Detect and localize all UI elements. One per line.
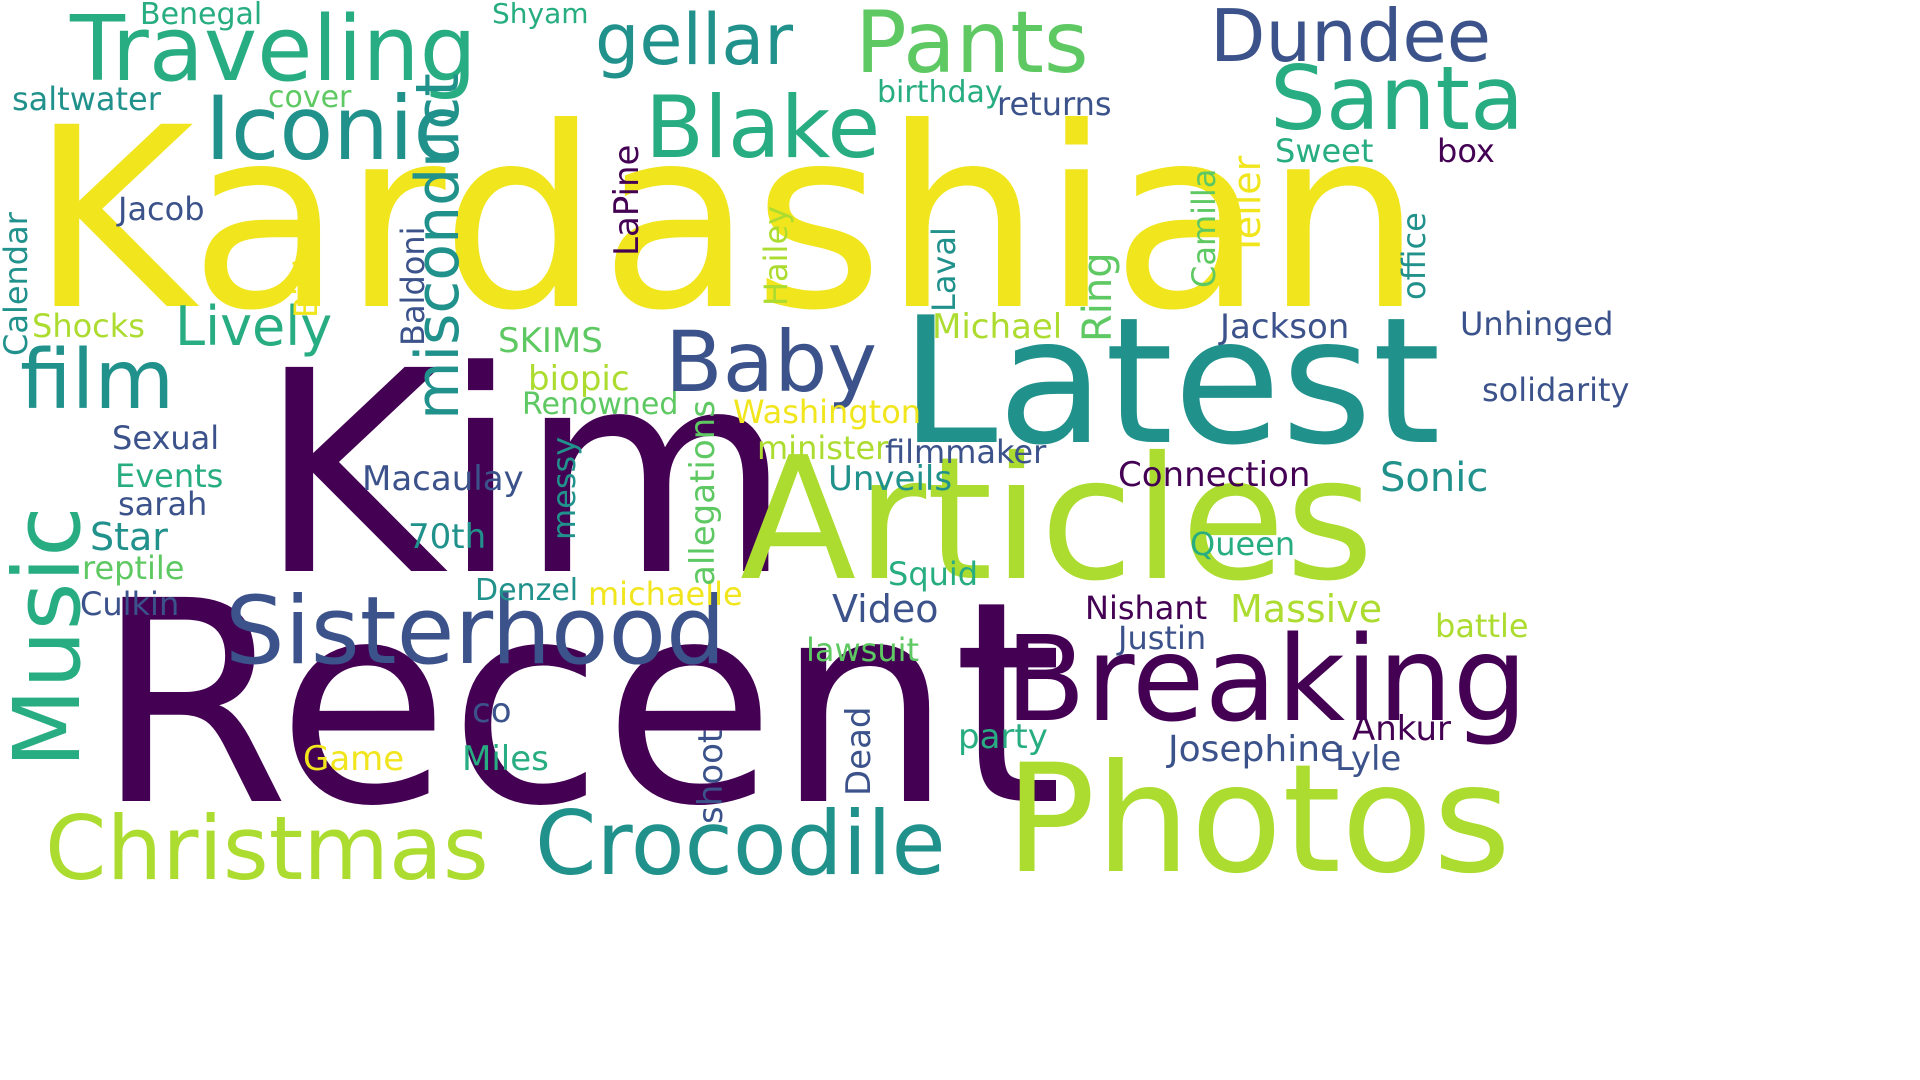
word-josephine: reptile bbox=[82, 549, 185, 587]
word-party: Queen bbox=[1190, 525, 1296, 563]
word-miles: michaelle bbox=[588, 575, 743, 613]
word-filmmaker: Calendar bbox=[0, 212, 35, 356]
word-sonic: Unhinged bbox=[1460, 305, 1614, 343]
word-birthday: saltwater bbox=[12, 80, 161, 118]
word-ring: co bbox=[472, 691, 512, 731]
word-lively: Music bbox=[0, 506, 101, 768]
word-allegations: Lyle bbox=[1335, 739, 1402, 779]
word-iconic: Iconic bbox=[205, 77, 462, 180]
word-culkin: Events bbox=[115, 457, 224, 495]
word-reptile: Sexual bbox=[112, 419, 220, 457]
word-recent: Recent bbox=[95, 542, 1063, 868]
word-benegal: Lively bbox=[175, 295, 333, 358]
word-battle: sarah bbox=[118, 485, 208, 523]
word-returns: cover bbox=[268, 80, 352, 115]
word-sexual: Teller bbox=[1225, 155, 1269, 256]
word-cover: Shyam bbox=[492, 0, 589, 30]
word-skims: Jacob bbox=[118, 190, 205, 228]
word-ankur: allegations bbox=[683, 400, 723, 586]
word-traveling: Traveling bbox=[70, 0, 477, 102]
word-gellar: gellar bbox=[595, 0, 794, 81]
word-jackson: Baldoni bbox=[394, 226, 432, 346]
word-lyle: Squid bbox=[888, 555, 979, 593]
word-macaulay: SKIMS bbox=[498, 321, 603, 361]
word-co: 70th bbox=[408, 517, 487, 557]
word-messy: Josephine bbox=[1168, 729, 1343, 770]
word-christmas: Christmas bbox=[45, 797, 489, 900]
word-music: Culkin bbox=[80, 585, 180, 623]
word-sarah: biopic bbox=[528, 359, 630, 399]
word-shoot: Game bbox=[303, 739, 405, 779]
word-santa: Santa bbox=[1270, 47, 1524, 150]
word-crocodile: Crocodile bbox=[535, 792, 946, 895]
word-kardashian: Kardashian bbox=[30, 74, 1423, 365]
word-office: Ankur bbox=[1352, 709, 1451, 749]
word-calendar: party bbox=[958, 717, 1048, 757]
word-baby: Baby bbox=[665, 313, 878, 411]
word-connection: Jackson bbox=[1220, 307, 1350, 347]
word-massive: Connection bbox=[1118, 455, 1311, 495]
word-bieber: Nishant bbox=[1085, 589, 1208, 627]
word-laval: lawsuit bbox=[806, 631, 920, 669]
word-breaking: Breaking bbox=[1005, 610, 1528, 748]
word-articles: Articles bbox=[740, 421, 1374, 619]
word-star: Renowned bbox=[522, 387, 679, 422]
word-sweet: birthday bbox=[877, 75, 1003, 110]
word-hailey: battle bbox=[1435, 607, 1529, 645]
word-minister: office bbox=[1395, 212, 1433, 300]
word-baldoni: Massive bbox=[1230, 587, 1383, 631]
word-washington: Camilla bbox=[1185, 168, 1223, 288]
word-jacob: Sweet bbox=[1275, 132, 1374, 170]
word-latest: Latest bbox=[900, 281, 1441, 484]
word-photos: Photos bbox=[1005, 733, 1512, 907]
word-lawsuit: Star bbox=[90, 515, 168, 559]
word-events: Shocks bbox=[32, 307, 145, 345]
word-misconduct: Video bbox=[832, 587, 939, 631]
word-video: Macaulay bbox=[362, 459, 524, 499]
word-teller: Dead bbox=[839, 706, 879, 796]
word-saltwater: Benegal bbox=[140, 0, 263, 32]
word-unhinged: LaPine bbox=[607, 144, 647, 256]
word-renowned: Laval bbox=[925, 227, 963, 312]
word-nishant: Unveils bbox=[828, 459, 953, 499]
word-camilla: shoot bbox=[691, 729, 731, 824]
word-biopic: Hailey bbox=[757, 205, 795, 306]
word-shocks: box bbox=[1437, 132, 1495, 170]
word-box: returns bbox=[997, 85, 1112, 123]
word-film: film bbox=[20, 333, 175, 428]
word-kim: Kim bbox=[258, 312, 793, 638]
word-michael: Bieber bbox=[287, 214, 325, 318]
word-squid: messy bbox=[545, 436, 583, 540]
word-dundee: Dundee bbox=[1210, 0, 1492, 78]
word-dead: Miles bbox=[462, 739, 549, 779]
word-queen: Washington bbox=[733, 393, 922, 431]
word-unveils: Michael bbox=[932, 307, 1063, 347]
word-sisterhood: Sisterhood bbox=[225, 577, 726, 686]
word-michaelle: filmmaker bbox=[885, 433, 1047, 471]
word-game: Denzel bbox=[475, 573, 579, 608]
word-blake: Blake bbox=[645, 78, 881, 178]
word-solidarity: Ring bbox=[1075, 252, 1121, 342]
word-70th: solidarity bbox=[1482, 371, 1630, 409]
word-justin: Sonic bbox=[1380, 455, 1489, 501]
word-lapine: Justin bbox=[1118, 619, 1207, 657]
word-pants: Pants bbox=[855, 0, 1089, 93]
word-denzel: minister bbox=[757, 429, 889, 467]
